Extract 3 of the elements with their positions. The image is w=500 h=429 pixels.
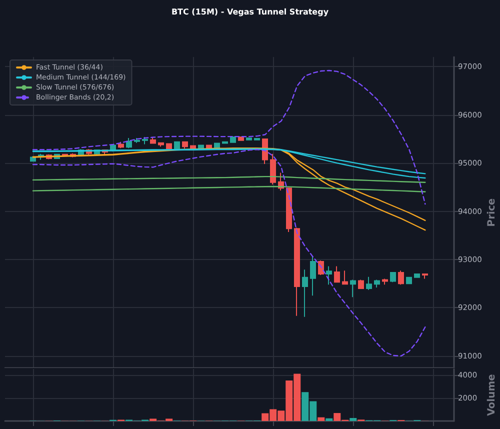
y-axis-title: Price bbox=[486, 198, 498, 227]
chart-title: BTC (15M) - Vegas Tunnel Strategy bbox=[171, 8, 330, 16]
y-axis-title: Volume bbox=[486, 374, 498, 416]
